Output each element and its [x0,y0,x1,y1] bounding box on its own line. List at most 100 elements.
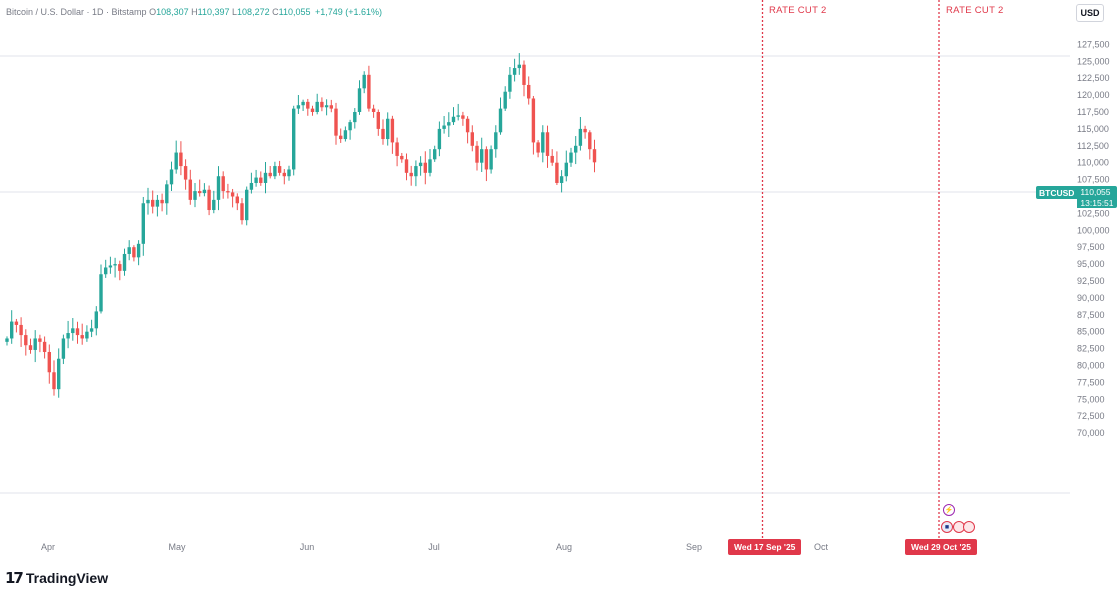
candle-body[interactable] [381,128,385,140]
candle-body[interactable] [14,321,19,325]
tradingview-logo[interactable]: 17 TradingView [5,569,108,587]
candle-body[interactable] [489,149,493,170]
candle-body[interactable] [57,358,61,390]
candle-body[interactable] [395,142,399,156]
candle-body[interactable] [320,101,324,108]
candle-body[interactable] [277,166,282,173]
currency-button[interactable]: USD [1076,4,1104,22]
candle-body[interactable] [433,149,437,160]
candle-body[interactable] [475,145,479,163]
candle-body[interactable] [414,166,418,177]
lightning-icon[interactable]: ⚡ [943,504,955,516]
candle-body[interactable] [127,247,131,254]
candle-body[interactable] [198,191,202,194]
candle-body[interactable] [353,112,357,123]
candle-body[interactable] [409,172,413,177]
candle-body[interactable] [5,338,9,342]
candle-body[interactable] [339,135,343,140]
candle-body[interactable] [19,324,23,336]
candle-body[interactable] [484,149,489,170]
candle-body[interactable] [348,122,352,131]
candle-body[interactable] [71,328,75,334]
candle-body[interactable] [94,311,98,329]
candle-body[interactable] [132,247,136,258]
candle-body[interactable] [461,115,465,119]
candle-body[interactable] [230,192,235,197]
candle-body[interactable] [583,128,587,133]
candle-body[interactable] [428,159,432,173]
candle-body[interactable] [216,176,221,200]
candle-body[interactable] [108,265,113,268]
candle-body[interactable] [531,98,536,143]
candle-body[interactable] [122,253,127,271]
candle-body[interactable] [254,177,258,183]
candle-body[interactable] [447,122,451,126]
candle-body[interactable] [357,88,362,112]
candle-body[interactable] [306,101,310,109]
candle-body[interactable] [301,101,305,106]
candle-body[interactable] [588,132,592,150]
candle-body[interactable] [527,84,531,99]
candle-body[interactable] [555,162,559,183]
candle-body[interactable] [28,345,33,350]
candle-body[interactable] [503,91,507,109]
candle-body[interactable] [564,162,568,177]
candle-body[interactable] [470,132,474,146]
candle-body[interactable] [442,125,446,129]
candle-body[interactable] [188,179,192,200]
time-axis[interactable]: Apr May Jun Jul Aug Sep Oct [41,542,829,552]
candle-body[interactable] [193,191,197,200]
candle-body[interactable] [541,132,545,153]
candle-body[interactable] [263,172,268,183]
candle-body[interactable] [315,101,319,112]
candle-body[interactable] [52,372,56,390]
candle-body[interactable] [141,203,145,244]
candle-body[interactable] [268,172,272,177]
price-axis[interactable]: 70,000 72,500 75,000 77,500 80,000 82,500 85,0… [1077,39,1110,438]
us-flag-icon[interactable]: ■ [941,521,953,533]
candle-body[interactable] [508,74,512,92]
candle-body[interactable] [259,177,263,183]
candle-body[interactable] [169,169,174,185]
candle-body[interactable] [423,162,427,173]
candle-body[interactable] [89,328,94,332]
candle-body[interactable] [324,105,329,108]
candle-body[interactable] [99,274,103,312]
candle-body[interactable] [574,145,578,153]
candle-body[interactable] [235,196,239,204]
candle-body[interactable] [151,199,155,207]
candle-body[interactable] [480,149,484,163]
candle-body[interactable] [249,182,254,190]
candle-body[interactable] [113,264,117,266]
candle-body[interactable] [10,321,14,339]
candle-body[interactable] [559,176,564,183]
candlestick-series[interactable] [5,53,597,398]
candle-body[interactable] [550,155,554,163]
candle-body[interactable] [465,118,470,133]
candle-body[interactable] [38,338,42,342]
candle-body[interactable] [146,199,150,204]
candle-body[interactable] [226,191,230,193]
candle-body[interactable] [207,189,211,211]
candle-body[interactable] [517,64,521,69]
candle-body[interactable] [136,243,141,258]
candle-body[interactable] [296,105,301,109]
candle-body[interactable] [437,128,442,150]
candle-body[interactable] [165,184,169,204]
candle-body[interactable] [282,172,286,177]
candle-body[interactable] [212,199,216,211]
candle-body[interactable] [367,74,371,109]
candle-body[interactable] [498,108,503,133]
candle-body[interactable] [118,264,122,271]
candle-body[interactable] [240,203,244,221]
candle-body[interactable] [404,159,409,173]
candle-body[interactable] [155,199,160,207]
candle-body[interactable] [174,152,178,170]
candle-body[interactable] [24,335,28,346]
candle-body[interactable] [42,341,47,352]
candle-body[interactable] [80,335,84,339]
candle-body[interactable] [61,338,66,359]
candle-body[interactable] [578,128,583,146]
candle-body[interactable] [310,108,315,112]
